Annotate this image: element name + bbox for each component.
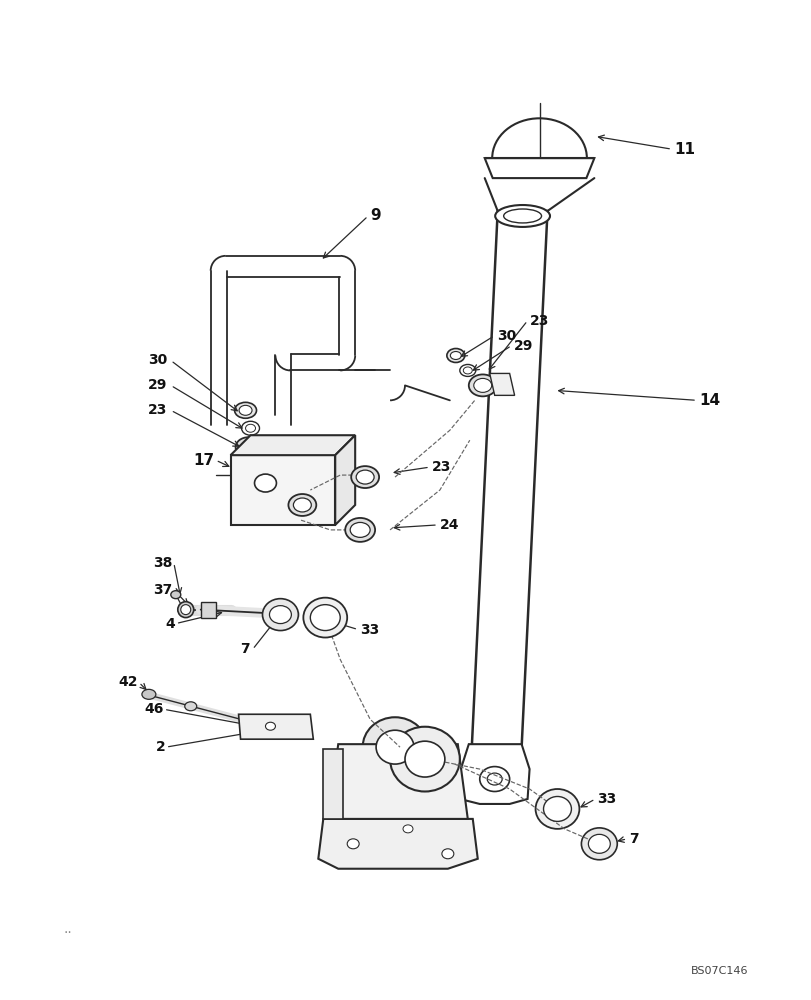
Ellipse shape: [375, 730, 414, 764]
Ellipse shape: [468, 374, 496, 396]
Text: 30: 30: [148, 353, 167, 367]
Ellipse shape: [495, 205, 549, 227]
Ellipse shape: [269, 606, 291, 624]
Ellipse shape: [235, 437, 261, 457]
Text: 33: 33: [360, 623, 379, 637]
Ellipse shape: [245, 424, 255, 432]
Ellipse shape: [503, 209, 541, 223]
Ellipse shape: [181, 605, 191, 615]
Polygon shape: [230, 455, 335, 525]
Ellipse shape: [265, 722, 275, 730]
Text: 17: 17: [194, 453, 215, 468]
Ellipse shape: [254, 474, 276, 492]
Polygon shape: [230, 435, 354, 455]
Text: 4: 4: [165, 617, 175, 631]
Ellipse shape: [402, 825, 413, 833]
Ellipse shape: [363, 717, 427, 777]
Ellipse shape: [310, 605, 340, 631]
Ellipse shape: [479, 767, 509, 791]
Ellipse shape: [262, 599, 298, 631]
Text: 46: 46: [144, 702, 163, 716]
Ellipse shape: [288, 494, 316, 516]
Polygon shape: [484, 158, 594, 178]
Ellipse shape: [238, 405, 251, 415]
Ellipse shape: [473, 378, 491, 392]
Ellipse shape: [303, 598, 347, 638]
Ellipse shape: [293, 498, 311, 512]
Polygon shape: [489, 373, 514, 395]
Text: 2: 2: [156, 740, 165, 754]
Ellipse shape: [345, 518, 375, 542]
Ellipse shape: [389, 727, 459, 791]
Text: 7: 7: [240, 642, 250, 656]
Ellipse shape: [446, 349, 464, 362]
Text: 23: 23: [148, 403, 167, 417]
Polygon shape: [318, 819, 477, 869]
Polygon shape: [323, 749, 343, 819]
Ellipse shape: [185, 702, 196, 711]
Ellipse shape: [459, 364, 475, 376]
Ellipse shape: [405, 741, 444, 777]
Ellipse shape: [588, 834, 610, 853]
Text: 42: 42: [118, 675, 137, 689]
Text: 23: 23: [529, 314, 548, 328]
Text: 11: 11: [673, 142, 694, 157]
Text: ..: ..: [63, 922, 72, 936]
Text: 30: 30: [496, 329, 515, 343]
Polygon shape: [335, 435, 354, 525]
Ellipse shape: [450, 352, 461, 359]
Text: 38: 38: [152, 556, 172, 570]
Text: 14: 14: [698, 393, 719, 408]
Ellipse shape: [535, 789, 579, 829]
Ellipse shape: [487, 773, 501, 785]
Ellipse shape: [170, 591, 181, 599]
Ellipse shape: [178, 602, 194, 618]
Text: BS07C146: BS07C146: [690, 966, 748, 976]
Ellipse shape: [142, 689, 156, 699]
Text: 7: 7: [629, 832, 638, 846]
Polygon shape: [200, 602, 216, 618]
Text: 33: 33: [597, 792, 616, 806]
Ellipse shape: [463, 367, 472, 374]
Polygon shape: [238, 714, 313, 739]
Polygon shape: [470, 211, 547, 789]
Polygon shape: [459, 744, 529, 804]
Text: 37: 37: [152, 583, 172, 597]
Ellipse shape: [350, 522, 370, 537]
Text: 29: 29: [513, 339, 532, 353]
Ellipse shape: [581, 828, 616, 860]
Ellipse shape: [347, 839, 358, 849]
Text: 24: 24: [440, 518, 459, 532]
Ellipse shape: [240, 441, 256, 453]
Text: 23: 23: [431, 460, 451, 474]
Text: 9: 9: [370, 208, 380, 223]
Ellipse shape: [441, 849, 453, 859]
Ellipse shape: [350, 466, 379, 488]
Ellipse shape: [356, 470, 374, 484]
Ellipse shape: [241, 421, 260, 435]
Polygon shape: [328, 744, 467, 819]
Text: 29: 29: [148, 378, 167, 392]
Ellipse shape: [234, 402, 256, 418]
Ellipse shape: [543, 796, 571, 821]
